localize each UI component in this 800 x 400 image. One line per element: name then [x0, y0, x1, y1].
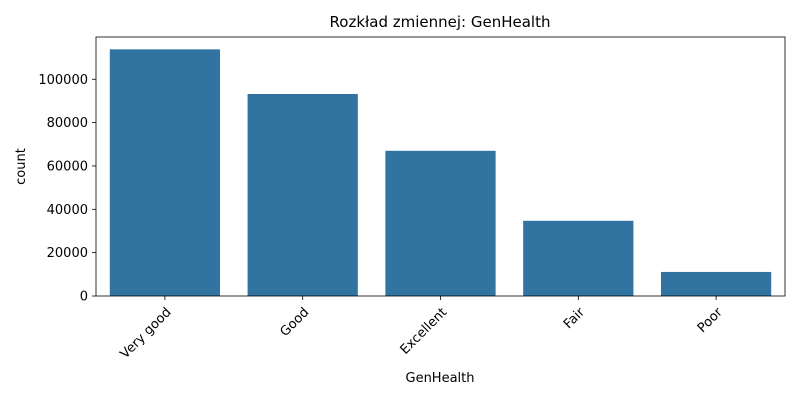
y-tick-label: 80000 — [47, 116, 88, 131]
x-tick-label: Good — [278, 305, 313, 340]
x-tick-label: Very good — [118, 305, 175, 362]
chart-title: Rozkład zmiennej: GenHealth — [330, 13, 551, 31]
bar — [109, 49, 221, 296]
y-axis-label: count — [14, 148, 29, 185]
bar — [660, 271, 772, 296]
bar — [247, 94, 358, 296]
x-axis-ticks: Very good Good Excellent Fair Poor — [118, 296, 726, 362]
x-axis-label: GenHealth — [406, 371, 475, 386]
y-tick-label: 60000 — [47, 159, 88, 174]
y-tick-label: 40000 — [47, 203, 88, 218]
bar — [385, 150, 496, 296]
y-axis-ticks: 0 20000 40000 60000 80000 100000 — [38, 73, 96, 305]
bar — [523, 220, 634, 296]
bars — [109, 49, 772, 296]
plot-frame — [95, 36, 786, 297]
y-tick-label: 100000 — [38, 73, 88, 88]
x-tick-label: Fair — [561, 305, 588, 332]
y-tick-label: 20000 — [47, 246, 88, 261]
y-tick-label: 0 — [80, 290, 88, 305]
x-tick-label: Excellent — [398, 305, 451, 358]
x-tick-label: Poor — [695, 305, 726, 336]
